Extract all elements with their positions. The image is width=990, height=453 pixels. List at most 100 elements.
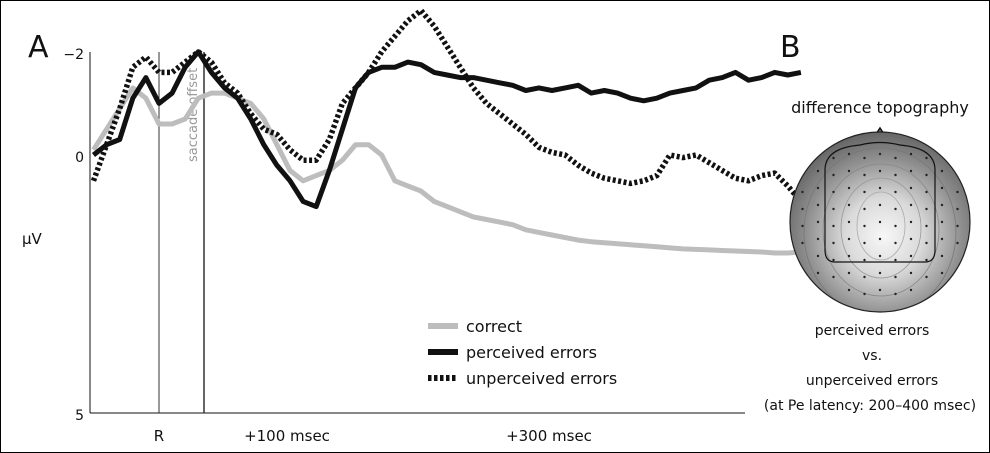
- electrode-dot: [894, 241, 897, 245]
- electrode-dot: [940, 271, 944, 275]
- electrode-dot: [863, 275, 866, 279]
- electrode-dot: [909, 169, 913, 173]
- legend: correct perceived errors unperceived err…: [428, 317, 617, 388]
- electrode-dot: [925, 190, 928, 194]
- electrode-dot: [847, 220, 851, 224]
- series-line-correct: [91, 85, 802, 256]
- electrode-grid: [801, 152, 959, 296]
- electrode-dot: [863, 207, 866, 211]
- electrode-dot: [863, 190, 866, 194]
- x-tick-label-300: +300 msec: [506, 427, 592, 445]
- y-tick-label-5: 5: [75, 408, 84, 424]
- panel-a-label: A: [28, 30, 49, 65]
- electrode-dot: [832, 275, 835, 279]
- electrode-dot: [832, 258, 835, 262]
- electrode-dot: [801, 241, 804, 245]
- electrode-dot: [894, 292, 897, 296]
- electrode-dot: [894, 224, 897, 228]
- electrode-dot: [940, 220, 944, 224]
- topography-outline: [789, 131, 971, 313]
- electrode-dot: [863, 292, 866, 296]
- electrode-dot: [816, 169, 820, 173]
- topography-caption-line4: (at Pe latency: 200–400 msec): [764, 398, 976, 414]
- electrode-dot: [909, 203, 913, 207]
- electrode-dot: [878, 254, 882, 258]
- electrode-dot: [878, 186, 882, 190]
- electrode-dot: [847, 203, 851, 207]
- electrode-dot: [909, 254, 913, 258]
- electrode-dot: [832, 241, 835, 245]
- electrode-dot: [847, 152, 851, 156]
- electrode-dot: [940, 203, 944, 207]
- electrode-dot: [956, 241, 959, 245]
- y-tick-label-0: 0: [75, 150, 84, 166]
- electrode-dot: [878, 152, 882, 156]
- series-layer: [90, 7, 803, 256]
- electrode-dot: [878, 169, 882, 173]
- electrode-dot: [925, 258, 928, 262]
- electrode-dot: [863, 224, 866, 228]
- electrode-dot: [816, 186, 820, 190]
- topography-caption-line3: unperceived errors: [806, 373, 938, 389]
- electrode-dot: [925, 224, 928, 228]
- electrode-dot: [847, 186, 851, 190]
- saccade-offset-label: saccade offset: [186, 68, 201, 162]
- electrode-dot: [832, 156, 835, 160]
- electrode-dot: [863, 156, 866, 160]
- electrode-dot: [925, 241, 928, 245]
- electrode-dot: [832, 190, 835, 194]
- electrode-dot: [816, 254, 820, 258]
- electrode-dot: [847, 271, 851, 275]
- electrode-dot: [801, 207, 804, 211]
- electrode-dot: [940, 169, 944, 173]
- topography-map: [789, 126, 971, 313]
- electrode-dot: [894, 156, 897, 160]
- electrode-dot: [894, 207, 897, 211]
- electrode-dot: [909, 186, 913, 190]
- electrode-dot: [878, 237, 882, 241]
- electrode-dot: [863, 258, 866, 262]
- electrode-dot: [832, 207, 835, 211]
- topography-contour: [822, 163, 940, 297]
- y-tick-label-neg2: −2: [63, 47, 84, 63]
- electrode-dot: [940, 237, 944, 241]
- topography-title: difference topography: [791, 98, 969, 117]
- electrode-dot: [894, 275, 897, 279]
- series-line-unperceived-errors: [90, 7, 803, 204]
- topography-contour: [803, 147, 957, 312]
- electrode-dot: [816, 271, 820, 275]
- electrode-dot: [878, 203, 882, 207]
- legend-label-correct: correct: [466, 317, 522, 336]
- topography-head-outline: [824, 141, 936, 263]
- electrode-dot: [925, 207, 928, 211]
- electrode-dot: [909, 288, 913, 292]
- topography-contour: [856, 191, 906, 261]
- legend-label-perceived: perceived errors: [466, 343, 597, 362]
- series-line-perceived-errors: [91, 49, 802, 210]
- electrode-dot: [956, 224, 959, 228]
- panel-b-label: B: [780, 30, 801, 65]
- electrode-dot: [878, 220, 882, 224]
- electrode-dot: [925, 275, 928, 279]
- electrode-dot: [801, 190, 804, 194]
- electrode-dot: [956, 190, 959, 194]
- electrode-dot: [832, 173, 835, 177]
- electrode-dot: [925, 173, 928, 177]
- electrode-dot: [847, 288, 851, 292]
- electrode-dot: [940, 254, 944, 258]
- topography-caption-line2: vs.: [862, 348, 882, 364]
- electrode-dot: [894, 173, 897, 177]
- topography-caption-line1: perceived errors: [815, 323, 930, 339]
- electrode-dot: [863, 173, 866, 177]
- electrode-dot: [832, 224, 835, 228]
- electrode-dot: [909, 152, 913, 156]
- electrode-dot: [909, 220, 913, 224]
- topography-contour: [840, 177, 922, 279]
- electrode-dot: [925, 156, 928, 160]
- electrode-dot: [909, 237, 913, 241]
- y-axis-label: μV: [22, 230, 43, 248]
- electrode-dot: [878, 288, 882, 292]
- axes: [89, 52, 745, 414]
- electrode-dot: [847, 169, 851, 173]
- electrode-dot: [894, 258, 897, 262]
